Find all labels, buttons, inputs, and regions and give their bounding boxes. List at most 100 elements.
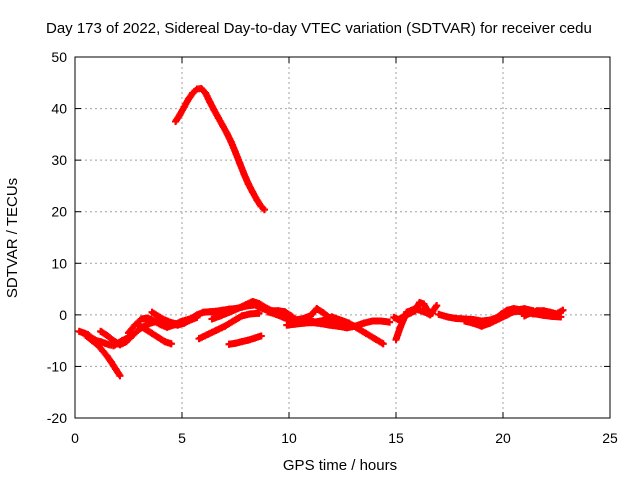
data-point	[377, 317, 385, 325]
data-point	[180, 319, 188, 327]
data-point	[264, 308, 272, 316]
y-tick-label: 20	[51, 204, 67, 220]
data-point	[469, 319, 477, 327]
data-point	[251, 334, 259, 342]
data-point	[546, 308, 554, 316]
data-point	[420, 308, 428, 316]
data-point	[527, 309, 535, 317]
x-tick-labels: 0 5 10 15 20 25	[71, 430, 618, 446]
series-arc-b	[82, 331, 124, 380]
data-point	[242, 301, 250, 309]
data-point	[116, 372, 124, 380]
data-point	[172, 117, 180, 125]
data-point	[336, 316, 344, 324]
y-tick-label: 0	[59, 307, 67, 323]
data-point	[125, 329, 132, 337]
data-point	[75, 327, 83, 335]
data-point	[97, 327, 105, 335]
data-point	[520, 312, 528, 320]
data-point	[255, 300, 263, 308]
series-arc-h	[225, 332, 265, 348]
data-point	[150, 317, 158, 325]
data-point	[443, 313, 451, 321]
x-axis-label: GPS time / hours	[283, 457, 397, 474]
data-point	[116, 341, 124, 349]
data-point	[362, 329, 370, 337]
data-point	[99, 347, 107, 355]
data-point	[281, 308, 289, 316]
y-tick-label: -10	[47, 358, 67, 374]
data-point	[319, 309, 327, 317]
data-point	[281, 314, 289, 322]
data-point	[390, 313, 398, 321]
data-point	[167, 340, 175, 348]
data-point	[392, 336, 400, 344]
series-arc-e	[135, 321, 175, 348]
data-point	[225, 308, 233, 316]
data-point	[238, 338, 246, 346]
series-arc-n	[392, 302, 441, 344]
data-point	[435, 310, 443, 318]
data-point	[345, 319, 353, 327]
data-point	[460, 317, 468, 325]
data-point	[225, 340, 233, 348]
y-tick-labels: -20 -10 0 10 20 30 40 50	[47, 49, 67, 426]
data-series	[75, 84, 567, 380]
data-point	[386, 318, 394, 326]
data-point	[289, 316, 297, 324]
data-point	[129, 331, 137, 339]
data-point	[142, 325, 150, 333]
data-point	[176, 111, 184, 119]
series-arc-g	[195, 309, 263, 343]
data-point	[208, 315, 216, 323]
data-point	[497, 310, 505, 318]
x-tick-label: 15	[388, 430, 404, 446]
x-tick-label: 0	[71, 430, 79, 446]
data-point	[326, 321, 334, 329]
data-point	[244, 180, 252, 188]
data-point	[107, 358, 115, 366]
data-point	[101, 339, 109, 347]
data-point	[157, 321, 165, 329]
data-point	[184, 95, 192, 103]
data-point	[110, 337, 118, 345]
data-point	[249, 297, 257, 305]
series-arc-i	[208, 297, 302, 325]
data-point	[103, 352, 111, 360]
data-point	[379, 340, 387, 348]
data-point	[187, 315, 195, 323]
data-point	[411, 305, 419, 313]
data-point	[212, 307, 220, 315]
data-point	[261, 304, 269, 312]
data-point	[82, 331, 90, 339]
x-tick-label: 25	[602, 430, 618, 446]
data-point	[206, 308, 214, 316]
data-point	[154, 334, 162, 342]
data-point	[553, 310, 560, 318]
data-point	[206, 98, 214, 106]
data-point	[163, 323, 171, 331]
data-point	[302, 314, 310, 322]
y-tick-label: 40	[51, 101, 67, 117]
data-point	[368, 317, 376, 325]
data-point	[313, 305, 321, 313]
y-axis-label: SDTVAR / TECUs	[4, 178, 21, 298]
data-point	[217, 312, 225, 320]
data-point	[486, 319, 494, 327]
data-point	[396, 323, 404, 331]
data-point	[88, 337, 96, 345]
data-point	[452, 314, 460, 322]
data-point	[240, 170, 248, 178]
data-point	[227, 138, 235, 146]
data-point	[246, 310, 254, 318]
data-point	[189, 89, 197, 97]
data-point	[255, 309, 263, 317]
data-point	[510, 305, 518, 313]
data-point	[144, 314, 152, 322]
data-point	[137, 315, 145, 323]
data-point	[112, 365, 120, 373]
data-point	[199, 308, 207, 316]
data-point	[420, 300, 428, 308]
data-point	[516, 306, 524, 314]
data-point	[257, 332, 265, 340]
